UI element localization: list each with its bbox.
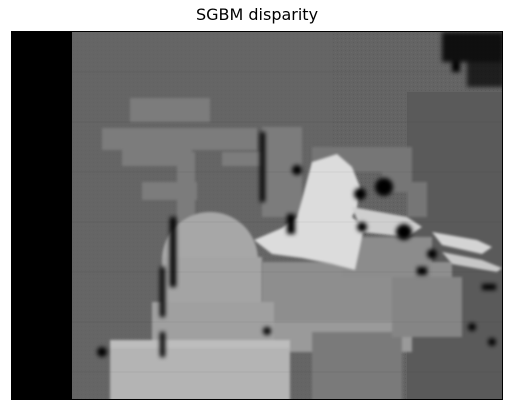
disparity-map-image [11,31,503,400]
scanline-texture [72,71,502,373]
disparity-map-render [12,32,502,399]
table-region [247,237,462,399]
invalid-speckles [97,32,502,357]
invalid-left-strip [12,32,72,399]
figure-title: SGBM disparity [195,5,319,24]
foreground-box-region [110,340,290,399]
lamp-region [102,98,302,227]
